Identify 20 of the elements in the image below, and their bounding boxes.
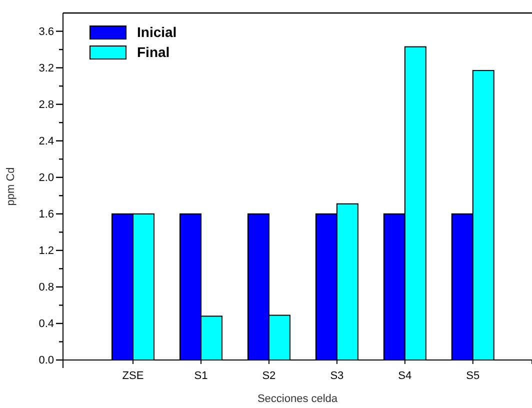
y-tick-label: 1.2: [38, 244, 54, 257]
y-tick-label: 1.6: [38, 208, 54, 220]
y-tick-label: 2.4: [38, 135, 54, 148]
legend-label: Final: [137, 44, 170, 60]
x-axis-title: Secciones celda: [257, 393, 338, 405]
y-tick-label: 2.8: [38, 98, 54, 111]
y-tick-label: 3.2: [38, 62, 54, 74]
y-tick-label: 0.8: [38, 281, 54, 294]
y-tick-label: 2.0: [38, 172, 54, 184]
y-tick-label: 3.6: [38, 26, 54, 38]
x-tick-label: ZSE: [122, 370, 144, 382]
y-axis-title: ppm Cd: [5, 167, 17, 206]
y-tick-label: 0.0: [38, 354, 54, 367]
x-tick-label: S3: [330, 370, 344, 382]
legend-label: Inicial: [137, 24, 177, 40]
x-tick-label: S5: [466, 370, 480, 382]
y-tick-label: 0.4: [38, 318, 54, 330]
x-tick-label: S2: [262, 370, 276, 382]
x-tick-label: S1: [194, 370, 208, 382]
x-tick-label: S4: [398, 370, 412, 382]
